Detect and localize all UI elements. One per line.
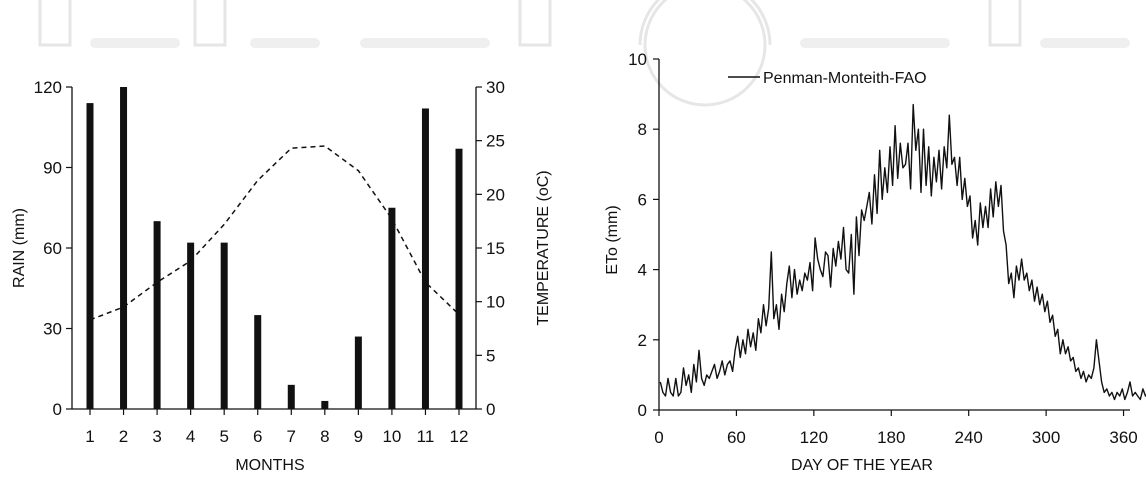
temperature-axis-ticks: 0 5 10 15 20 25 30 [476,78,505,419]
rain-bar [421,108,429,409]
day-tick-label: 120 [800,428,828,447]
eto-tick-label: 8 [638,120,647,139]
temperature-tick-label: 30 [486,78,505,97]
day-tick-label: 300 [1032,428,1060,447]
rain-bar [120,87,128,409]
month-tick-label: 3 [152,427,161,446]
eto-daily-line [659,103,1146,401]
month-tick-label: 8 [320,427,329,446]
rain-tick-label: 60 [43,239,62,258]
rain-bar [153,221,161,409]
day-tick-label: 360 [1109,428,1137,447]
month-tick-label: 11 [417,427,435,446]
month-tick-label: 6 [253,427,262,446]
rain-bar [455,148,463,409]
month-tick-label: 2 [119,427,128,446]
eto-tick-label: 0 [638,401,647,420]
rain-bars [86,87,463,409]
month-tick-label: 10 [382,427,401,446]
y-axis-title: RAIN (mm) [11,208,28,288]
right-chart-axes [658,59,1130,411]
eto-tick-label: 10 [628,50,647,69]
day-tick-label: 60 [727,428,746,447]
rain-tick-label: 120 [34,78,62,97]
day-tick-label: 0 [654,428,663,447]
eto-tick-label: 6 [638,190,647,209]
y-axis-title: ETo (mm) [604,205,621,274]
rain-bar [287,384,295,409]
temperature-tick-label: 10 [486,293,505,312]
rain-bar [354,336,362,409]
month-tick-label: 4 [186,427,195,446]
temperature-line [89,145,460,321]
month-tick-label: 9 [354,427,363,446]
eto-tick-label: 4 [638,261,647,280]
eto-chart: 0 2 4 6 8 10 0 60 120 180 240 300 360 Penman-Montei… [604,50,1146,474]
y2-axis-title: TEMPERATURE (oC) [535,170,552,325]
temperature-tick-label: 20 [486,185,505,204]
rain-bar [86,103,94,409]
temperature-tick-label: 5 [486,346,495,365]
rain-axis-ticks: 0 30 60 90 120 [34,78,72,419]
temperature-tick-label: 0 [486,400,495,419]
eto-tick-label: 2 [638,331,647,350]
rain-bar [187,242,195,409]
month-axis-ticks: 1 2 3 4 5 6 7 8 9 10 11 12 [85,409,468,446]
rain-tick-label: 0 [53,400,62,419]
month-tick-label: 7 [287,427,296,446]
temperature-tick-label: 25 [486,132,505,151]
temperature-dashed-line [89,145,460,321]
temperature-tick-label: 15 [486,239,505,258]
rain-bar [321,400,329,409]
day-axis-ticks: 0 60 120 180 240 300 360 [654,410,1138,447]
month-tick-label: 12 [450,427,469,446]
rain-tick-label: 90 [43,159,62,178]
rain-bar [254,315,262,409]
x-axis-title: DAY OF THE YEAR [791,457,933,474]
left-chart-axes [71,87,477,410]
rain-tick-label: 30 [43,320,62,339]
rain-bar [388,207,396,409]
x-axis-title: MONTHS [235,457,304,474]
rain-bar [220,242,228,409]
day-tick-label: 240 [955,428,983,447]
legend-label: Penman-Monteith-FAO [763,70,927,87]
month-tick-label: 5 [219,427,228,446]
day-tick-label: 180 [877,428,905,447]
month-tick-label: 1 [85,427,94,446]
eto-axis-ticks: 0 2 4 6 8 10 [628,50,659,420]
eto-series-line [659,103,1146,401]
